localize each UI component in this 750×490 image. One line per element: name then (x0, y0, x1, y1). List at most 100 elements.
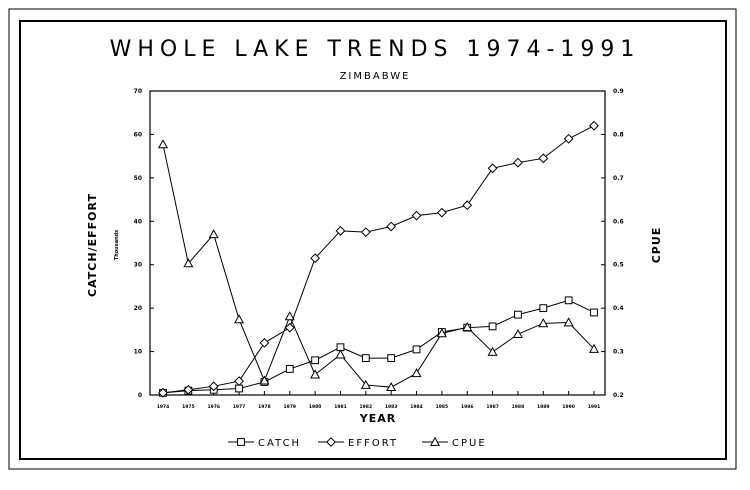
x-tick-label: 1984 (410, 404, 423, 410)
legend-item-cpue: CPUE (422, 436, 487, 449)
data-point-effort (208, 381, 219, 392)
data-point-cpue (284, 311, 295, 321)
left-tick-label: 70 (134, 88, 142, 95)
data-point-effort (310, 253, 321, 264)
data-point-effort (158, 387, 168, 398)
data-point-cpue (335, 349, 346, 359)
data-point-catch (235, 384, 243, 393)
series-line-catch (162, 299, 595, 394)
x-tick-label: 1979 (283, 404, 296, 410)
right-tick-label: 0.6 (613, 218, 624, 225)
data-point-catch (590, 308, 598, 317)
x-tick-label: 1987 (486, 404, 499, 410)
data-point-cpue (310, 369, 321, 379)
right-tick-label: 0.8 (613, 131, 624, 138)
x-tick-label: 1974 (157, 404, 170, 410)
right-axis-ticks: 0.2 0.3 0.4 0.5 0.6 0.7 0.8 0.9 (601, 88, 624, 399)
x-axis-ticks: 1974 1975 1976 1977 1978 1979 1980 1981 1982 1983… (157, 391, 601, 410)
x-tick-label: 1980 (309, 404, 322, 410)
data-point-effort (462, 200, 473, 211)
x-tick-label: 1983 (385, 404, 398, 410)
data-point-effort (259, 337, 270, 348)
data-point-cpue (386, 381, 397, 392)
y-axis-right-label: CPUE (650, 227, 663, 264)
data-point-cpue (512, 328, 523, 339)
data-point-catch (387, 354, 396, 362)
data-point-cpue (183, 258, 194, 268)
x-tick-label: 1989 (537, 404, 550, 410)
data-point-cpue (563, 317, 574, 327)
data-point-effort (411, 210, 422, 221)
series-layer (157, 120, 600, 398)
left-tick-label: 20 (134, 305, 142, 312)
data-point-catch (564, 296, 573, 305)
data-point-catch (412, 345, 421, 354)
data-point-effort (386, 221, 397, 232)
left-tick-label: 10 (134, 349, 142, 356)
x-tick-label: 1982 (360, 404, 373, 410)
x-tick-label: 1986 (461, 404, 474, 410)
data-point-effort (335, 225, 346, 236)
x-tick-label: 1990 (562, 404, 575, 410)
inner-frame (19, 20, 727, 460)
right-tick-label: 0.4 (613, 305, 624, 312)
data-point-catch (361, 354, 370, 362)
data-point-effort (360, 227, 371, 238)
data-point-catch (539, 304, 548, 313)
right-tick-label: 0.9 (613, 88, 624, 95)
right-tick-label: 0.5 (613, 262, 624, 269)
x-tick-label: 1988 (512, 404, 525, 410)
y-axis-left-label: CATCH/EFFORT (86, 193, 99, 297)
right-tick-label: 0.2 (613, 392, 624, 399)
data-point-cpue (436, 328, 447, 338)
data-point-cpue (462, 322, 473, 332)
left-tick-label: 60 (134, 131, 142, 138)
right-tick-label: 0.3 (613, 349, 624, 356)
data-point-effort (183, 384, 194, 395)
legend-item-catch: CATCH (228, 438, 301, 449)
data-point-catch (514, 310, 522, 319)
plot-border (149, 90, 606, 396)
data-point-effort (234, 376, 244, 387)
left-tick-label: 50 (134, 175, 142, 182)
legend-marker (326, 437, 336, 447)
series-effort (158, 120, 599, 398)
data-point-effort (284, 322, 295, 333)
legend-marker (237, 438, 245, 446)
x-tick-label: 1991 (588, 404, 601, 410)
data-point-cpue (487, 346, 498, 356)
data-point-catch (311, 356, 320, 365)
left-axis-ticks: 0 10 20 30 40 50 60 70 (134, 88, 154, 399)
data-point-cpue (588, 343, 600, 353)
chart-subtitle: ZIMBABWE (340, 71, 411, 82)
x-tick-label: 1977 (233, 404, 246, 410)
right-tick-label: 0.7 (613, 175, 624, 182)
outer-frame (8, 8, 737, 470)
legend-label: CATCH (258, 438, 301, 449)
left-tick-label: 40 (134, 218, 142, 225)
x-tick-label: 1976 (207, 404, 220, 410)
data-point-catch (488, 322, 497, 331)
data-point-effort (563, 133, 574, 144)
data-point-effort (538, 153, 549, 164)
data-point-catch (285, 365, 294, 373)
legend-label: CPUE (452, 438, 487, 449)
chart-title: WHOLE LAKE TRENDS 1974-1991 (110, 37, 641, 62)
data-point-cpue (259, 375, 270, 385)
x-tick-label: 1981 (334, 404, 347, 410)
data-point-effort (436, 207, 447, 218)
plot-area (149, 90, 606, 396)
legend-marker (429, 436, 441, 446)
data-point-cpue (208, 229, 219, 239)
data-point-effort (589, 120, 599, 131)
data-point-cpue (411, 368, 422, 378)
data-point-cpue (157, 139, 169, 149)
series-cpue (157, 139, 600, 392)
data-point-cpue (360, 379, 371, 389)
left-tick-label: 0 (138, 392, 142, 399)
legend-item-effort: EFFORT (318, 437, 396, 449)
x-tick-label: 1975 (182, 404, 195, 410)
x-tick-label: 1985 (436, 404, 449, 410)
